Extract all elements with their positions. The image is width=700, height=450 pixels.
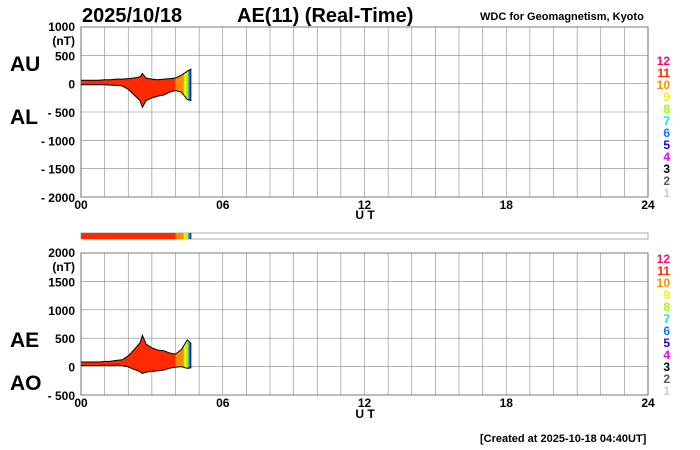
station-color-bar-segment bbox=[188, 233, 191, 239]
x-tick-label: 12 bbox=[358, 198, 372, 212]
y-tick-label: - 1000 bbox=[41, 134, 75, 148]
created-timestamp: [Created at 2025-10-18 04:40UT] bbox=[480, 433, 647, 445]
source-label: WDC for Geomagnetism, Kyoto bbox=[480, 11, 644, 23]
y-tick-label: 1000 bbox=[48, 304, 75, 318]
station-count-legend-item: 10 bbox=[657, 78, 671, 92]
y-tick-label: 500 bbox=[55, 332, 75, 346]
y-tick-label: 1000 bbox=[48, 20, 75, 34]
x-tick-label: 00 bbox=[74, 198, 88, 212]
station-color-bar-segment bbox=[81, 233, 176, 239]
au-label: AU bbox=[10, 53, 40, 76]
station-count-legend-item: 1 bbox=[663, 186, 670, 200]
xlabel-top: U T bbox=[355, 208, 375, 222]
area-fill-ae-ao bbox=[188, 341, 191, 369]
area-fill-au-al bbox=[183, 71, 187, 99]
area-fill-au-al bbox=[186, 70, 189, 100]
plot-frame bbox=[80, 252, 649, 396]
station-count-legend-item: 11 bbox=[657, 66, 670, 80]
station-color-bar-segment bbox=[175, 233, 184, 239]
series-line-ae bbox=[81, 333, 192, 363]
station-count-legend-item: 5 bbox=[663, 336, 670, 350]
unit-label-bottom: (nT) bbox=[52, 260, 75, 274]
ao-label: AO bbox=[10, 372, 42, 395]
series-line-al bbox=[81, 84, 192, 109]
station-count-legend-item: 6 bbox=[663, 126, 670, 140]
x-tick-label: 06 bbox=[216, 198, 230, 212]
al-label: AL bbox=[10, 106, 38, 129]
y-tick-label: 0 bbox=[68, 78, 75, 92]
station-count-legend-item: 5 bbox=[663, 138, 670, 152]
x-tick-label: 12 bbox=[358, 396, 372, 410]
station-count-legend-item: 6 bbox=[663, 324, 670, 338]
station-count-legend-item: 2 bbox=[663, 174, 670, 188]
station-color-bar-segment bbox=[183, 233, 187, 239]
x-tick-label: 18 bbox=[500, 396, 514, 410]
y-tick-label: - 1500 bbox=[41, 163, 75, 177]
station-count-legend-item: 9 bbox=[663, 90, 670, 104]
area-fill-au-al bbox=[175, 73, 185, 96]
ae-label: AE bbox=[10, 329, 39, 352]
date-title: 2025/10/18 bbox=[82, 5, 182, 27]
station-count-legend-item: 3 bbox=[663, 162, 670, 176]
index-title: AE(11) (Real-Time) bbox=[237, 5, 413, 27]
station-count-legend-item: 7 bbox=[663, 114, 670, 128]
series-line-au bbox=[81, 68, 192, 81]
station-count-legend-item: 2 bbox=[663, 372, 670, 386]
y-tick-label: - 500 bbox=[48, 389, 76, 403]
series-line-ao bbox=[81, 364, 192, 374]
x-tick-label: 06 bbox=[216, 396, 230, 410]
station-count-legend-item: 10 bbox=[657, 276, 671, 290]
station-color-bar-segment bbox=[186, 233, 189, 239]
plot-frame bbox=[80, 26, 649, 198]
station-count-legend-item: 12 bbox=[657, 54, 671, 68]
station-count-legend-item: 11 bbox=[657, 264, 670, 278]
station-count-legend-item: 3 bbox=[663, 360, 670, 374]
area-fill-au-al bbox=[188, 69, 191, 101]
area-fill-ae-ao bbox=[81, 335, 176, 374]
area-fill-ae-ao bbox=[190, 342, 192, 368]
station-count-legend-item: 4 bbox=[663, 150, 670, 164]
station-count-legend-item: 7 bbox=[663, 312, 670, 326]
station-count-legend-item: 8 bbox=[663, 102, 670, 116]
station-color-bar-segment bbox=[190, 233, 192, 239]
area-fill-ae-ao bbox=[183, 341, 187, 369]
x-tick-label: 18 bbox=[500, 198, 514, 212]
y-tick-label: - 2000 bbox=[41, 191, 75, 205]
xlabel-bottom: U T bbox=[355, 407, 375, 421]
y-tick-label: 1500 bbox=[48, 275, 75, 289]
x-tick-label: 00 bbox=[74, 396, 88, 410]
station-count-legend-item: 8 bbox=[663, 300, 670, 314]
station-count-legend-item: 9 bbox=[663, 288, 670, 302]
y-tick-label: - 500 bbox=[48, 106, 76, 120]
y-tick-label: 2000 bbox=[48, 246, 75, 260]
y-tick-label: 500 bbox=[55, 49, 75, 63]
station-count-legend-item: 4 bbox=[663, 348, 670, 362]
station-count-legend-item: 12 bbox=[657, 252, 671, 266]
area-fill-ae-ao bbox=[175, 345, 185, 368]
area-fill-ae-ao bbox=[186, 339, 189, 369]
x-tick-label: 24 bbox=[641, 198, 655, 212]
area-fill-au-al bbox=[190, 68, 192, 101]
unit-label-top: (nT) bbox=[52, 34, 75, 48]
x-tick-label: 24 bbox=[641, 396, 655, 410]
y-tick-label: 0 bbox=[68, 361, 75, 375]
area-fill-au-al bbox=[81, 73, 176, 108]
station-count-legend-item: 1 bbox=[663, 384, 670, 398]
